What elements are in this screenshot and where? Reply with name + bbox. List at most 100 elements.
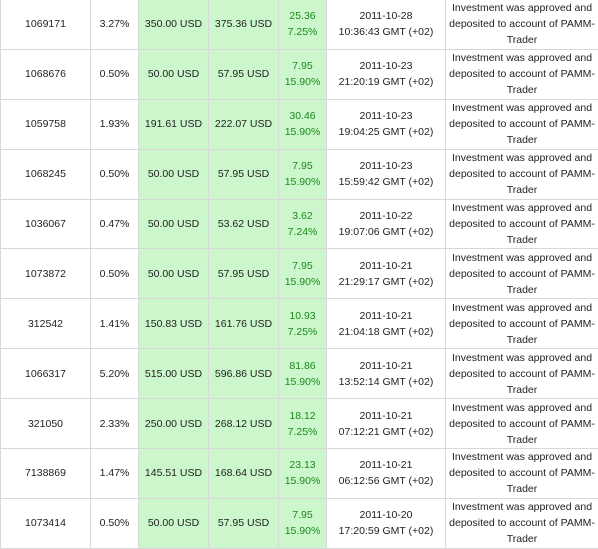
profit-cell: 7.95 15.90% [279, 498, 327, 549]
total-amount: 57.95 USD [209, 149, 279, 200]
share-percent: 0.50% [91, 498, 139, 549]
total-amount: 161.76 USD [209, 299, 279, 350]
investment-id: 7138869 [1, 449, 91, 499]
investment-id: 1073414 [1, 498, 91, 549]
date: 2011-10-28 [359, 10, 413, 23]
invested-amount: 145.51 USD [139, 449, 209, 499]
share-percent: 3.27% [91, 0, 139, 50]
status-text: Investment was approved and deposited to… [446, 50, 598, 100]
profit-percent: 15.90% [284, 126, 321, 139]
date: 2011-10-23 [359, 60, 413, 73]
date: 2011-10-23 [359, 160, 413, 173]
profit-cell: 30.46 15.90% [279, 99, 327, 150]
status-text: Investment was approved and deposited to… [446, 100, 598, 150]
invested-amount: 50.00 USD [139, 199, 209, 250]
share-percent: 1.47% [91, 449, 139, 499]
profit-percent: 15.90% [284, 525, 321, 538]
share-percent: 0.50% [91, 49, 139, 100]
status-text: Investment was approved and deposited to… [446, 449, 598, 499]
invested-amount: 350.00 USD [139, 0, 209, 50]
date-cell: 2011-10-21 21:29:17 GMT (+02) [327, 249, 446, 300]
profit-percent: 15.90% [284, 475, 321, 488]
profit-amount: 25.36 [289, 10, 316, 23]
profit-cell: 7.95 15.90% [279, 149, 327, 200]
profit-cell: 81.86 15.90% [279, 349, 327, 400]
date: 2011-10-21 [359, 309, 413, 322]
investment-id: 1073872 [1, 249, 91, 300]
status-text: Investment was approved and deposited to… [446, 349, 598, 400]
profit-percent: 7.25% [287, 425, 318, 438]
share-percent: 0.47% [91, 199, 139, 250]
date: 2011-10-22 [359, 210, 413, 222]
date-cell: 2011-10-22 19:07:06 GMT (+02) [327, 199, 446, 250]
status-text: Investment was approved and deposited to… [446, 0, 598, 50]
profit-cell: 7.95 15.90% [279, 49, 327, 100]
profit-cell: 3.62 7.24% [279, 199, 327, 250]
share-percent: 5.20% [91, 349, 139, 400]
profit-percent: 7.25% [287, 26, 318, 39]
date: 2011-10-21 [359, 259, 413, 272]
profit-percent: 15.90% [284, 76, 321, 89]
time: 21:04:18 GMT (+02) [338, 325, 434, 338]
profit-amount: 23.13 [289, 459, 316, 472]
investment-id: 1059758 [1, 99, 91, 150]
invested-amount: 50.00 USD [139, 149, 209, 200]
profit-amount: 7.95 [292, 509, 313, 522]
share-percent: 1.93% [91, 99, 139, 150]
total-amount: 57.95 USD [209, 498, 279, 549]
status-text: Investment was approved and deposited to… [446, 499, 598, 549]
time: 10:36:43 GMT (+02) [338, 26, 434, 39]
profit-amount: 3.62 [292, 210, 313, 222]
date-cell: 2011-10-28 10:36:43 GMT (+02) [327, 0, 446, 50]
total-amount: 168.64 USD [209, 449, 279, 499]
profit-amount: 18.12 [289, 409, 316, 422]
status-text: Investment was approved and deposited to… [446, 399, 598, 450]
profit-cell: 18.12 7.25% [279, 399, 327, 450]
profit-amount: 7.95 [292, 60, 313, 73]
profit-amount: 81.86 [289, 359, 316, 372]
status-text: Investment was approved and deposited to… [446, 249, 598, 300]
profit-percent: 15.90% [284, 176, 321, 189]
date-cell: 2011-10-23 19:04:25 GMT (+02) [327, 99, 446, 150]
invested-amount: 150.83 USD [139, 299, 209, 350]
date-cell: 2011-10-23 21:20:19 GMT (+02) [327, 49, 446, 100]
date-cell: 2011-10-21 06:12:56 GMT (+02) [327, 449, 446, 499]
status-text: Investment was approved and deposited to… [446, 299, 598, 350]
profit-percent: 15.90% [284, 275, 321, 288]
time: 19:04:25 GMT (+02) [338, 126, 434, 139]
date: 2011-10-21 [359, 359, 413, 372]
total-amount: 222.07 USD [209, 99, 279, 150]
investment-id: 1036067 [1, 199, 91, 250]
investment-id: 1068245 [1, 149, 91, 200]
profit-percent: 15.90% [284, 375, 321, 388]
time: 06:12:56 GMT (+02) [338, 475, 434, 488]
date-cell: 2011-10-21 07:12:21 GMT (+02) [327, 399, 446, 450]
share-percent: 1.41% [91, 299, 139, 350]
status-text: Investment was approved and deposited to… [446, 200, 598, 250]
invested-amount: 250.00 USD [139, 399, 209, 450]
profit-amount: 30.46 [289, 110, 316, 123]
investment-id: 1068676 [1, 49, 91, 100]
profit-amount: 7.95 [292, 160, 313, 173]
date-cell: 2011-10-21 21:04:18 GMT (+02) [327, 299, 446, 350]
share-percent: 2.33% [91, 399, 139, 450]
time: 19:07:06 GMT (+02) [338, 226, 434, 238]
invested-amount: 50.00 USD [139, 49, 209, 100]
total-amount: 57.95 USD [209, 249, 279, 300]
profit-cell: 23.13 15.90% [279, 449, 327, 499]
time: 07:12:21 GMT (+02) [338, 425, 434, 438]
time: 15:59:42 GMT (+02) [338, 176, 434, 189]
time: 13:52:14 GMT (+02) [338, 375, 434, 388]
investment-id: 1066317 [1, 349, 91, 400]
invested-amount: 50.00 USD [139, 498, 209, 549]
investment-id: 1069171 [1, 0, 91, 50]
profit-amount: 7.95 [292, 259, 313, 272]
date: 2011-10-23 [359, 110, 413, 123]
date-cell: 2011-10-23 15:59:42 GMT (+02) [327, 149, 446, 200]
date: 2011-10-20 [359, 509, 413, 522]
share-percent: 0.50% [91, 249, 139, 300]
profit-amount: 10.93 [289, 309, 316, 322]
profit-percent: 7.25% [287, 325, 318, 338]
profit-cell: 10.93 7.25% [279, 299, 327, 350]
